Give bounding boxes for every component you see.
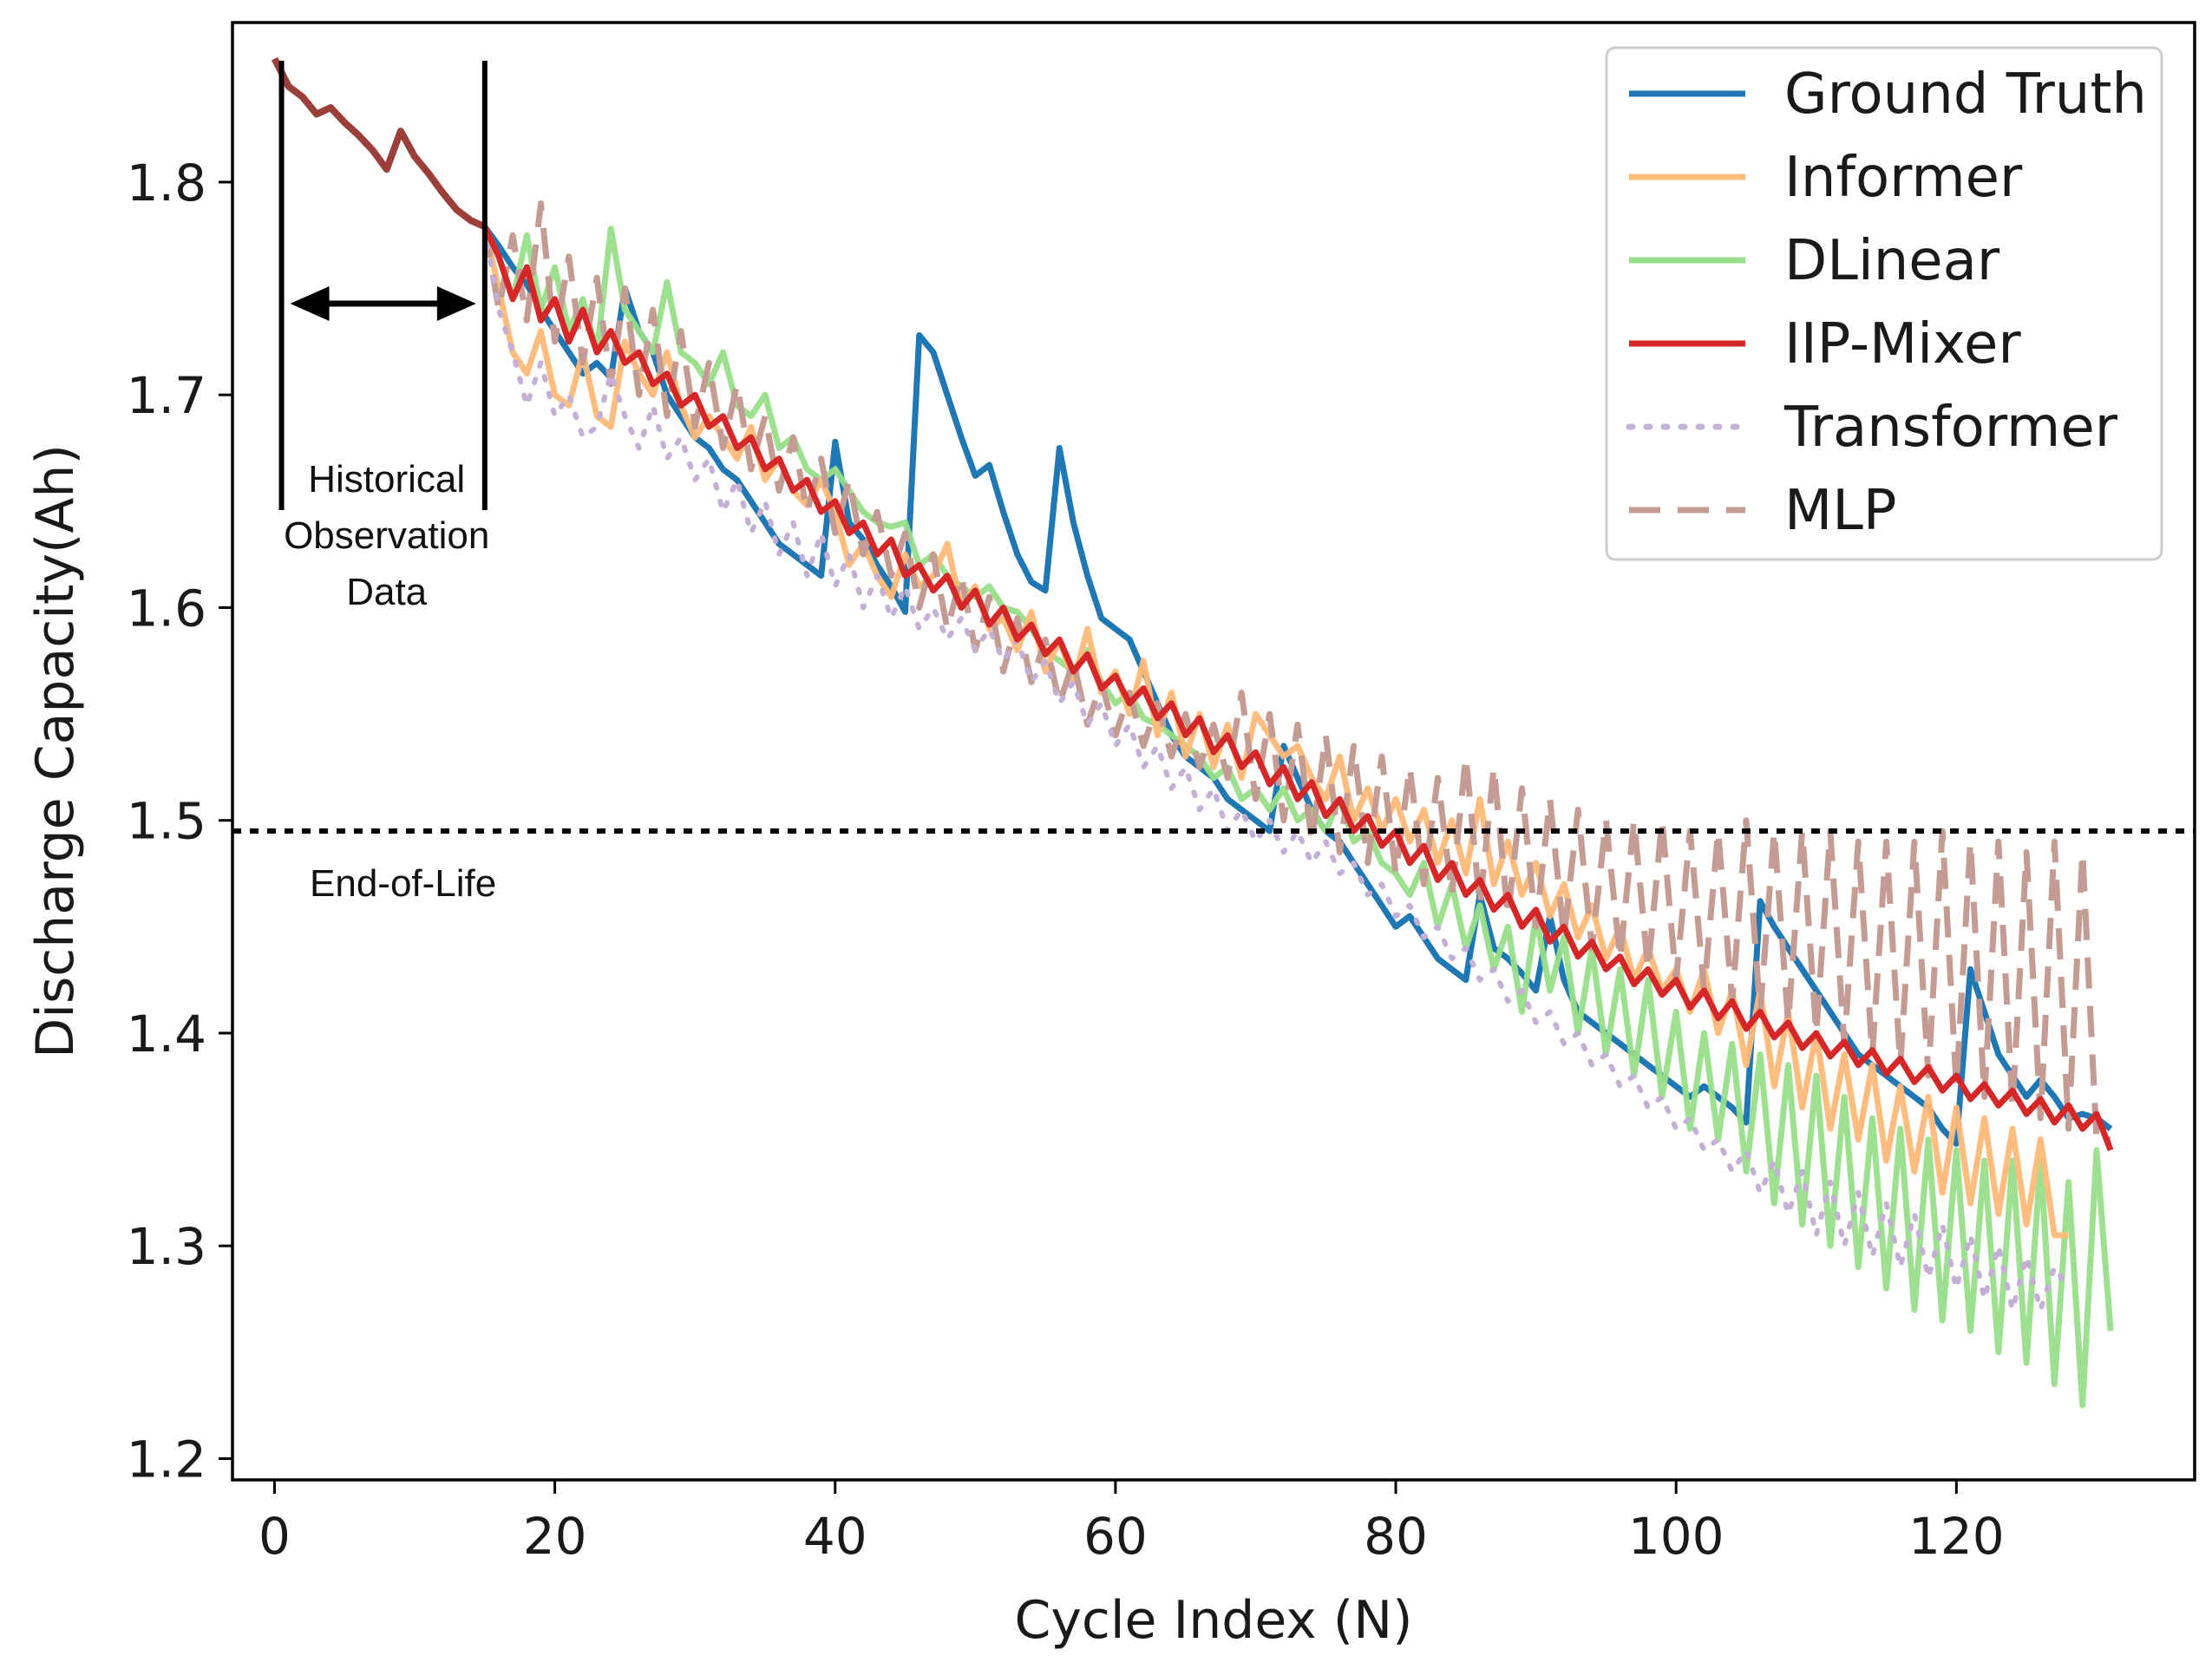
- legend-label-iip-mixer: IIP-Mixer: [1784, 312, 2021, 376]
- x-tick-label: 40: [803, 1507, 867, 1566]
- plot-marks: [271, 56, 2114, 1409]
- x-tick-label: 60: [1083, 1507, 1148, 1566]
- x-tick-label: 100: [1628, 1507, 1724, 1566]
- history-arrow-right-head: [436, 286, 476, 321]
- x-tick-label: 120: [1908, 1507, 2005, 1566]
- annotations: End-of-Life Historical Observation Data: [232, 61, 2195, 905]
- y-tick-label: 1.7: [127, 366, 206, 425]
- legend-label-mlp: MLP: [1784, 479, 1896, 543]
- plot-frame: [231, 21, 2196, 1482]
- history-arrow-left-head: [290, 286, 330, 321]
- x-tick-label: 0: [259, 1507, 291, 1566]
- legend: Ground Truth Informer DLinear IIP-Mixer Tran…: [1605, 46, 2163, 561]
- history-label-line: Historical: [308, 458, 465, 501]
- series-line-mlp: [481, 200, 2111, 1143]
- series-line-ground-truth: [481, 225, 2113, 1147]
- y-tick-label: 1.6: [127, 579, 206, 638]
- y-axis-label: Discharge Capacity(Ah): [25, 444, 86, 1058]
- legend-label-dlinear: DLinear: [1784, 229, 2000, 293]
- y-tick-label: 1.3: [127, 1217, 206, 1276]
- series-line-dlinear: [481, 225, 2114, 1409]
- series-line-transformer: [481, 224, 2071, 1312]
- series-line-informer: [481, 226, 2069, 1239]
- x-tick-label: 20: [523, 1507, 587, 1566]
- history-label-line: Observation: [284, 514, 489, 557]
- y-tick-label: 1.8: [127, 154, 206, 213]
- axes: 0 20 40 60 80 100 120 1.2 1.3 1.4 1.5 1.6 1.7 1.8 Cycl…: [25, 21, 2196, 1651]
- legend-label-ground-truth: Ground Truth: [1784, 62, 2147, 127]
- y-tick-label: 1.4: [127, 1005, 206, 1064]
- x-tick-label: 80: [1364, 1507, 1428, 1566]
- legend-label-informer: Informer: [1784, 146, 2023, 210]
- x-axis-label: Cycle Index (N): [1015, 1590, 1413, 1651]
- legend-label-transformer: Transformer: [1783, 396, 2118, 460]
- y-tick-label: 1.2: [127, 1430, 206, 1489]
- history-label-line: Data: [346, 571, 427, 613]
- end-of-life-label: End-of-Life: [310, 862, 496, 905]
- series-line-iip-mixer: [481, 225, 2114, 1152]
- y-tick-label: 1.5: [127, 792, 206, 851]
- history-line: [271, 56, 487, 231]
